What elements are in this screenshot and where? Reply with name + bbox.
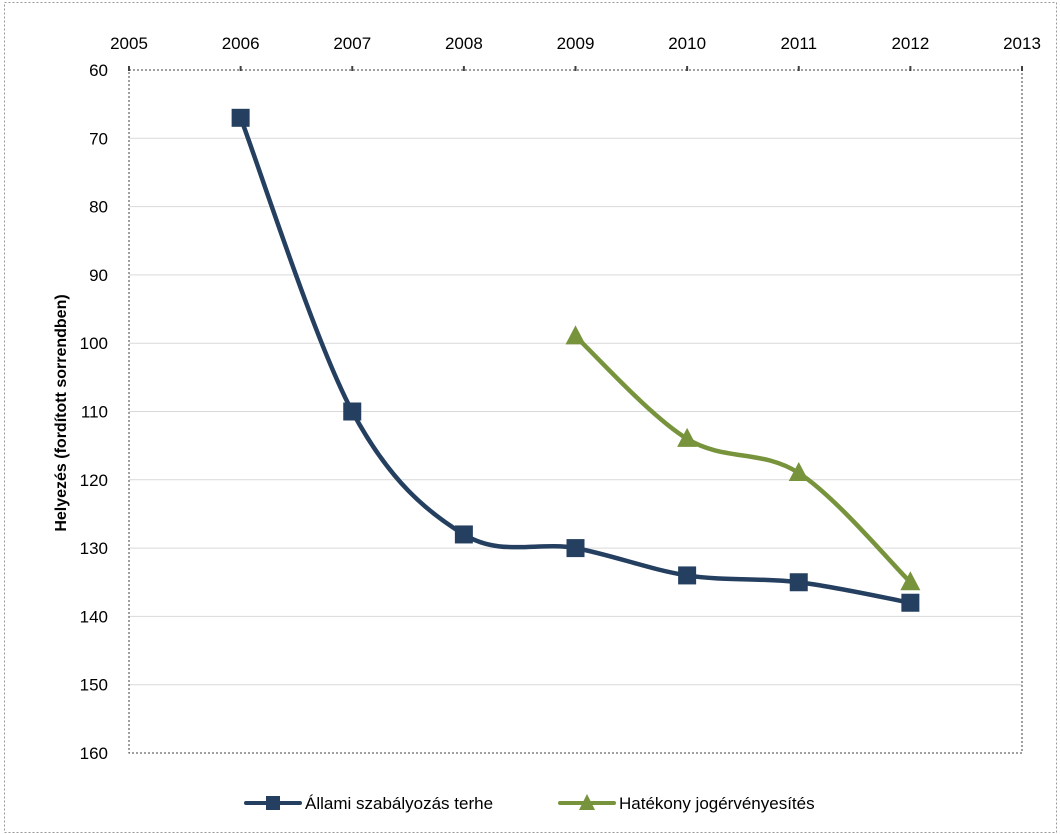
x-tick-label-1: 2006 xyxy=(222,34,260,53)
y-tick-label-6: 120 xyxy=(80,471,108,490)
series-0-point-3 xyxy=(566,539,585,558)
x-axis-tick-labels: 2005 2006 2007 2008 2009 2010 2011 2012 2013 xyxy=(110,34,1041,71)
series-1-point-0 xyxy=(565,325,586,345)
series-markers xyxy=(231,108,921,612)
x-tick-label-2: 2007 xyxy=(333,34,371,53)
y-tick-label-5: 110 xyxy=(81,403,108,422)
series-0-point-4 xyxy=(678,566,697,585)
legend: Állami szabályozás terhe Hatékony jogérv… xyxy=(244,794,815,813)
y-tick-label-4: 100 xyxy=(80,334,108,353)
x-tick-label-3: 2008 xyxy=(445,34,483,53)
y-tick-label-3: 90 xyxy=(89,266,108,285)
legend-label-1: Hatékony jogérvényesítés xyxy=(619,794,815,813)
y-tick-label-10: 160 xyxy=(80,744,108,763)
y-tick-label-1: 70 xyxy=(89,129,108,148)
y-tick-label-9: 150 xyxy=(80,676,108,695)
series-0-point-1 xyxy=(343,402,362,421)
x-tick-label-0: 2005 xyxy=(110,34,148,53)
series-0-point-2 xyxy=(454,525,473,544)
y-tick-label-2: 80 xyxy=(89,198,108,217)
series-0-point-0 xyxy=(231,108,250,127)
y-axis-title: Helyezés (fordított sorrendben) xyxy=(53,294,70,531)
series-0-point-6 xyxy=(901,593,920,612)
chart-border xyxy=(4,2,1057,833)
y-tick-label-7: 130 xyxy=(80,539,108,558)
legend-item-1: Hatékony jogérvényesítés xyxy=(558,794,815,813)
legend-label-0: Állami szabályozás terhe xyxy=(305,794,493,813)
y-axis-tick-labels: 60 70 80 90 100 110 120 130 140 150 160 xyxy=(80,61,108,763)
y-tick-label-8: 140 xyxy=(80,607,108,626)
y-tick-label-0: 60 xyxy=(89,61,108,80)
legend-item-0: Állami szabályozás terhe xyxy=(244,794,493,813)
series-1-point-3 xyxy=(900,571,921,591)
legend-marker-1 xyxy=(579,794,595,810)
x-tick-label-4: 2009 xyxy=(557,34,595,53)
x-tick-label-5: 2010 xyxy=(668,34,706,53)
x-tick-label-7: 2012 xyxy=(891,34,929,53)
gridlines xyxy=(129,137,1022,686)
series-1-point-2 xyxy=(788,461,809,481)
x-tick-label-8: 2013 xyxy=(1003,34,1041,53)
series-line-1 xyxy=(573,334,913,585)
series-1-point-1 xyxy=(677,427,698,447)
x-tick-label-6: 2011 xyxy=(780,34,817,53)
series-0-point-5 xyxy=(789,573,808,592)
legend-marker-0 xyxy=(266,796,280,810)
